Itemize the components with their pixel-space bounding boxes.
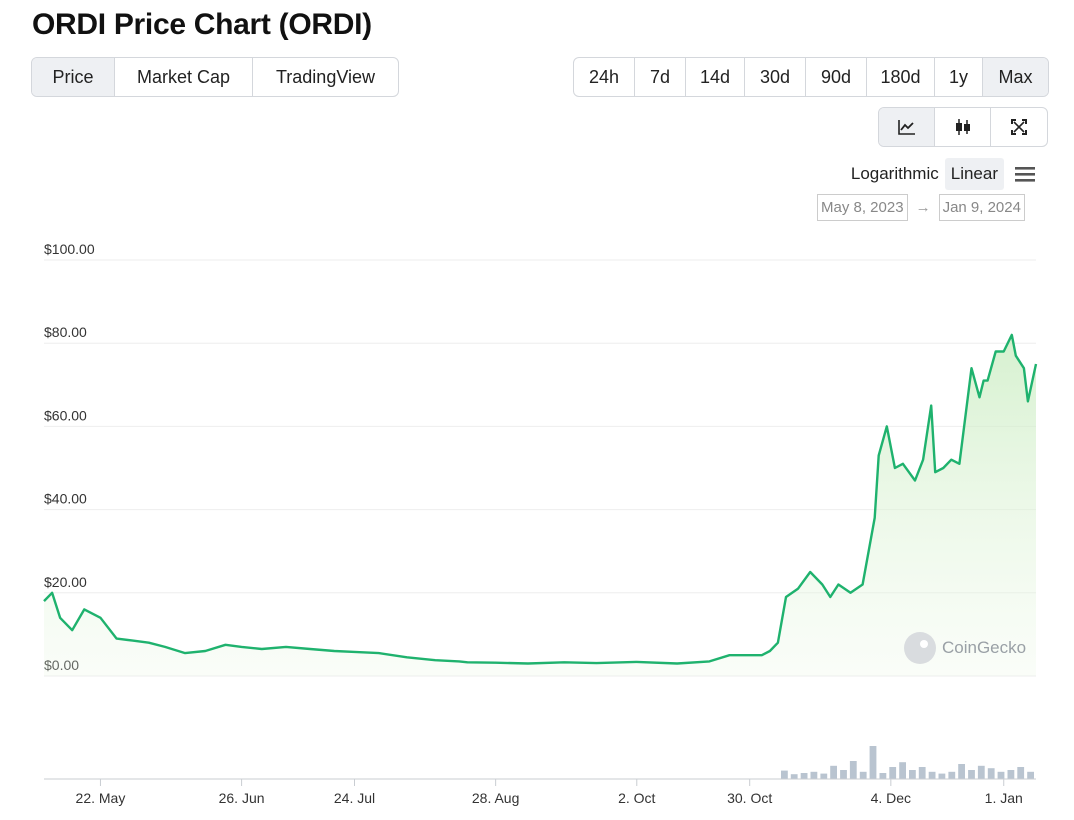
volume-bar	[781, 770, 788, 779]
volume-bar	[1017, 767, 1025, 779]
scale-selector: Logarithmic Linear	[845, 158, 1036, 190]
volume-bar	[987, 768, 995, 779]
chart-type-toggle	[878, 107, 1048, 147]
x-tick-label: 24. Jul	[334, 790, 375, 806]
range-selector: 24h 7d 14d 30d 90d 180d 1y Max	[573, 57, 1049, 97]
volume-bar	[968, 770, 975, 779]
watermark-text: CoinGecko	[942, 638, 1027, 657]
candlestick-button[interactable]	[935, 108, 991, 146]
date-arrow: →	[915, 199, 931, 216]
tab-market-cap[interactable]: Market Cap	[115, 58, 253, 96]
page-title: ORDI Price Chart (ORDI)	[32, 8, 372, 41]
logarithmic-option[interactable]: Logarithmic	[850, 164, 939, 183]
chart-tabs: Price Market Cap TradingView	[31, 57, 399, 97]
y-tick-label: $40.00	[44, 491, 87, 507]
x-tick-label: 22. May	[76, 790, 126, 806]
range-1y-button[interactable]: 1y	[935, 58, 983, 96]
volume-bar	[830, 765, 837, 779]
menu-icon[interactable]	[1014, 165, 1036, 183]
volume-bar	[997, 771, 1005, 779]
range-30d-button[interactable]: 30d	[745, 58, 806, 96]
line-chart-icon	[897, 120, 915, 135]
x-tick-label: 4. Dec	[871, 790, 911, 806]
volume-bar	[938, 773, 946, 779]
date-to-input[interactable]: Jan 9, 2024	[938, 194, 1025, 221]
candlestick-icon	[955, 119, 970, 135]
x-tick-label: 1. Jan	[985, 790, 1023, 806]
volume-bar	[948, 771, 956, 779]
fullscreen-button[interactable]	[991, 108, 1047, 146]
y-tick-label: $60.00	[44, 407, 87, 423]
volume-bar	[820, 773, 828, 779]
range-7d-button[interactable]: 7d	[635, 58, 686, 96]
range-180d-button[interactable]: 180d	[867, 58, 935, 96]
volume-bar	[958, 764, 965, 779]
volume-bar	[810, 771, 818, 779]
volume-bar	[889, 767, 897, 779]
volume-bar	[800, 773, 808, 779]
volume-bar	[840, 770, 847, 779]
volume-bar	[869, 746, 877, 779]
volume-bar	[790, 774, 798, 779]
volume-bar	[1027, 771, 1034, 779]
price-line	[43, 333, 1038, 665]
volume-bar	[918, 767, 926, 779]
x-tick-label: 2. Oct	[618, 790, 655, 806]
tab-tradingview[interactable]: TradingView	[275, 67, 376, 87]
volume-bar	[977, 765, 985, 779]
line-chart-button[interactable]	[879, 108, 935, 146]
x-tick-label: 30. Oct	[727, 790, 772, 806]
price-area	[44, 334, 1036, 676]
linear-option[interactable]: Linear	[944, 158, 1004, 190]
fullscreen-icon	[1011, 119, 1027, 135]
volume-bar	[899, 762, 906, 779]
volume-bar	[928, 771, 936, 779]
date-from-input[interactable]: May 8, 2023	[817, 194, 908, 221]
volume-bar	[879, 773, 887, 779]
range-max-button[interactable]: Max	[983, 58, 1048, 96]
volume-bar	[909, 770, 916, 779]
x-tick-label: 26. Jun	[219, 790, 265, 806]
volume-bar	[1007, 770, 1015, 779]
volume-bar	[859, 771, 867, 779]
range-90d-button[interactable]: 90d	[806, 58, 867, 96]
range-14d-button[interactable]: 14d	[686, 58, 745, 96]
coingecko-logo-icon	[904, 632, 936, 664]
volume-bar	[849, 761, 857, 779]
x-tick-label: 28. Aug	[472, 790, 520, 806]
tab-price[interactable]: Price	[32, 58, 115, 96]
y-tick-label: $80.00	[44, 324, 87, 340]
date-range: May 8, 2023 → Jan 9, 2024	[817, 194, 1025, 221]
y-tick-label: $100.00	[44, 241, 95, 257]
y-tick-label: $20.00	[44, 574, 87, 590]
range-24h-button[interactable]: 24h	[574, 58, 635, 96]
coingecko-watermark: CoinGecko	[904, 632, 1026, 664]
